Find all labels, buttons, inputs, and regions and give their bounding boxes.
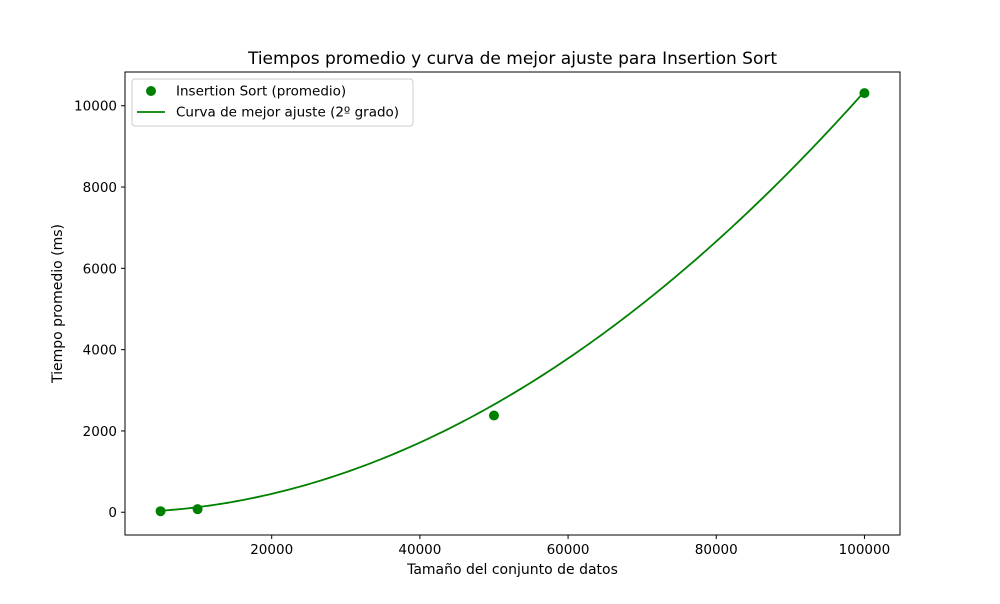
y-tick-label: 4000 — [83, 343, 117, 359]
y-tick-label: 10000 — [74, 99, 117, 115]
legend-label-scatter: Insertion Sort (promedio) — [176, 84, 346, 100]
legend-scatter-marker — [146, 86, 156, 96]
data-points-layer — [155, 88, 870, 517]
data-point — [859, 88, 870, 99]
fit-curve-layer — [160, 90, 866, 512]
legend-box — [131, 78, 414, 127]
legend: Insertion Sort (promedio) Curva de mejor… — [131, 78, 414, 127]
y-tick-label: 6000 — [83, 261, 117, 277]
x-tick-label: 80000 — [695, 542, 738, 558]
chart-title: Tiempos promedio y curva de mejor ajuste… — [247, 49, 777, 69]
data-point — [488, 410, 499, 421]
y-axis-label: Tiempo promedio (ms) — [50, 224, 66, 384]
x-axis-label: Tamaño del conjunto de datos — [406, 562, 618, 578]
x-axis-ticks: 20000 40000 60000 80000 100000 — [250, 535, 890, 558]
data-point — [192, 504, 203, 515]
x-tick-label: 100000 — [839, 542, 891, 558]
fit-curve-line — [160, 90, 866, 512]
y-tick-label: 2000 — [83, 424, 117, 440]
y-tick-label: 8000 — [83, 180, 117, 196]
y-axis-ticks: 0 2000 4000 6000 8000 10000 — [74, 99, 125, 521]
data-point — [155, 506, 166, 517]
y-tick-label: 0 — [108, 505, 117, 521]
x-tick-label: 40000 — [398, 542, 441, 558]
x-tick-label: 60000 — [547, 542, 590, 558]
plot-frame — [124, 71, 901, 536]
x-tick-label: 20000 — [250, 542, 293, 558]
legend-label-line: Curva de mejor ajuste (2º grado) — [176, 105, 399, 121]
